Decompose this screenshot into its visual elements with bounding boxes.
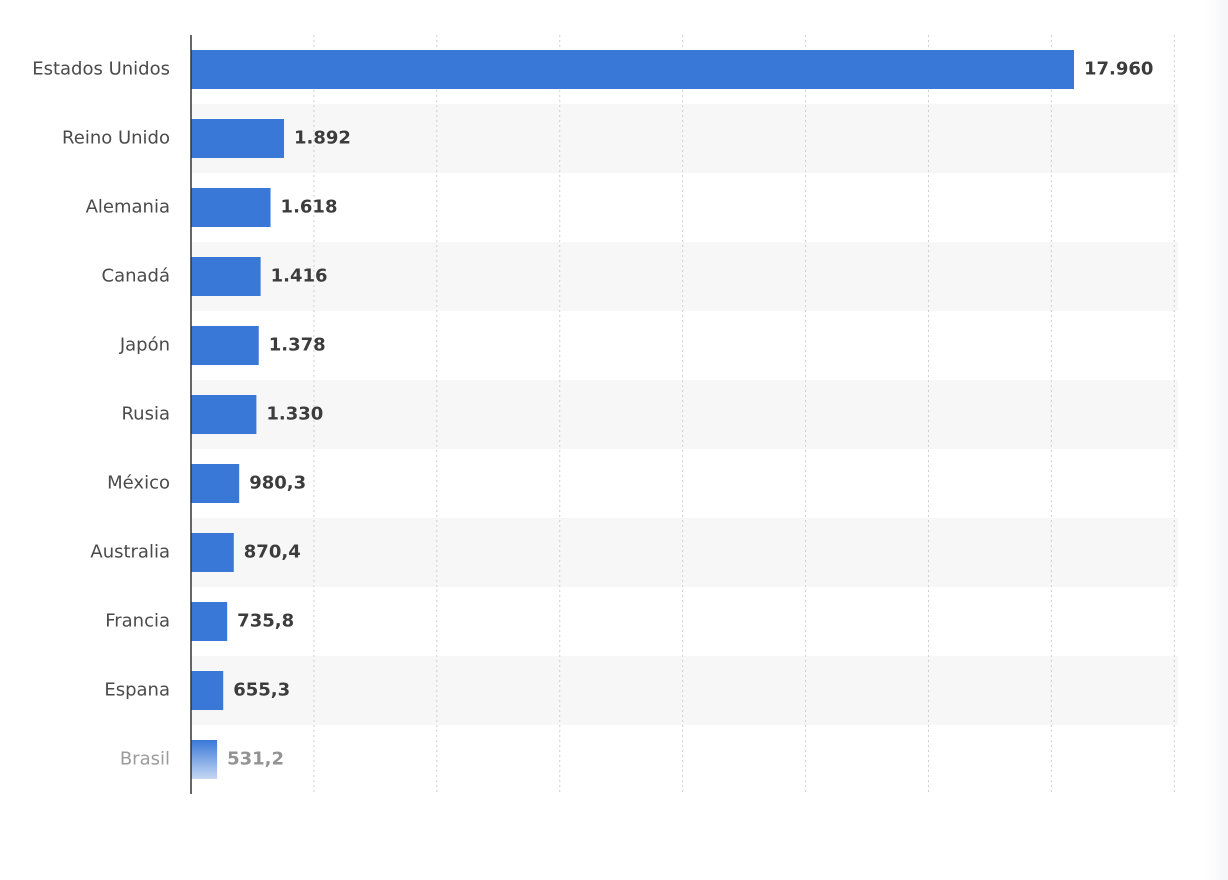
category-label: Estados Unidos bbox=[32, 59, 170, 80]
bar bbox=[191, 533, 234, 572]
category-label: Francia bbox=[105, 611, 170, 632]
category-labels: Estados Unidos Reino Unido Alemania Canadá J… bbox=[32, 59, 170, 770]
row-band bbox=[191, 656, 1178, 725]
bar bbox=[191, 395, 257, 434]
bar bbox=[191, 464, 240, 503]
value-label: 1.330 bbox=[266, 404, 323, 425]
value-label: 980,3 bbox=[249, 473, 306, 494]
row-band bbox=[191, 104, 1178, 173]
value-labels: 17.960 1.892 1.618 1.416 1.378 1.330 980,3 870,… bbox=[227, 59, 1153, 770]
value-label: 1.416 bbox=[271, 266, 328, 287]
value-label: 655,3 bbox=[233, 680, 290, 701]
row-band bbox=[191, 380, 1178, 449]
value-label: 1.618 bbox=[281, 197, 338, 218]
value-label: 870,4 bbox=[244, 542, 301, 563]
category-label: Rusia bbox=[121, 404, 170, 425]
category-label: Canadá bbox=[102, 266, 171, 287]
row-band bbox=[191, 518, 1178, 587]
bar bbox=[191, 119, 285, 158]
bars bbox=[191, 50, 1074, 779]
bar bbox=[191, 188, 271, 227]
category-label: Australia bbox=[90, 542, 170, 563]
category-label: Alemania bbox=[86, 197, 170, 218]
bar bbox=[191, 257, 261, 296]
bar bbox=[191, 740, 218, 779]
value-label: 531,2 bbox=[227, 749, 284, 770]
value-label: 1.892 bbox=[294, 128, 351, 149]
value-label: 17.960 bbox=[1084, 59, 1153, 80]
gridlines bbox=[313, 35, 1175, 794]
row-band bbox=[191, 242, 1178, 311]
category-label: Brasil bbox=[120, 749, 170, 770]
right-edge-shade bbox=[1206, 0, 1228, 880]
category-label: Reino Unido bbox=[62, 128, 170, 149]
bar bbox=[191, 671, 224, 710]
bar bbox=[191, 602, 228, 641]
value-label: 735,8 bbox=[237, 611, 294, 632]
bar bbox=[191, 50, 1074, 89]
row-bands bbox=[191, 104, 1178, 725]
bar bbox=[191, 326, 259, 365]
category-label: Japón bbox=[119, 335, 170, 356]
category-label: Espana bbox=[104, 680, 170, 701]
category-label: México bbox=[107, 473, 170, 494]
value-label: 1.378 bbox=[269, 335, 326, 356]
